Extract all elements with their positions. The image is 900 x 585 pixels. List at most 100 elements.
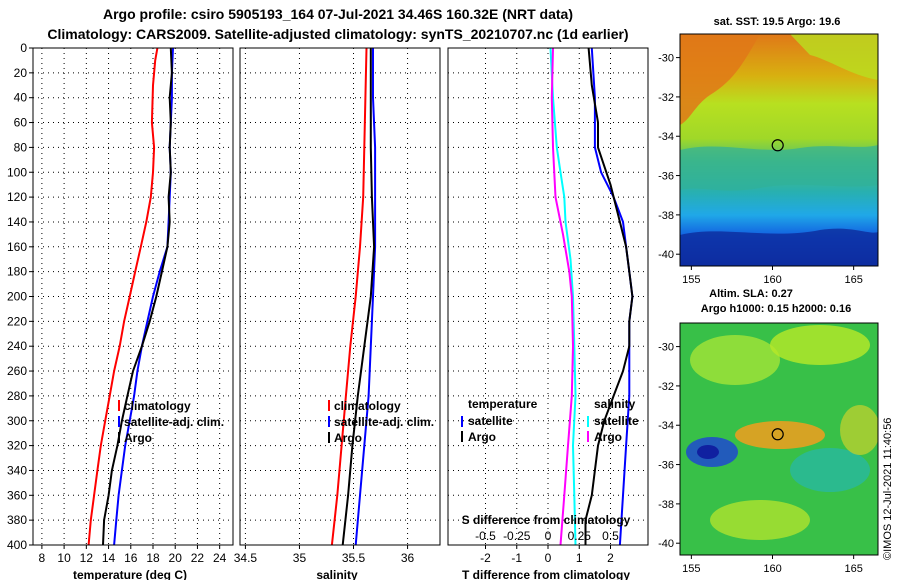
s-diff-tick-label: 0 bbox=[545, 529, 552, 543]
legend-satellite-label: satellite-adj. clim. bbox=[124, 415, 224, 429]
salinity-grid bbox=[240, 48, 440, 545]
salinity-x-label: salinity bbox=[316, 568, 358, 580]
sst-map-title: sat. SST: 19.5 Argo: 19.6 bbox=[714, 16, 841, 28]
x-tick-label: 12 bbox=[80, 551, 94, 565]
sst-lat-ticks: -30 -32 -34 -36 -38 -40 bbox=[658, 53, 680, 261]
y-tick-label: 280 bbox=[7, 389, 27, 403]
difference-lines bbox=[549, 47, 634, 546]
y-tick-label: 140 bbox=[7, 215, 27, 229]
y-tick-label: 80 bbox=[14, 140, 28, 154]
lat-tick-label: -36 bbox=[658, 460, 674, 472]
difference-temperature-legend: temperature satellite Argo bbox=[461, 397, 538, 444]
x-tick-label: 22 bbox=[191, 551, 205, 565]
x-tick-label: 35 bbox=[293, 551, 307, 565]
legend-climatology-label: climatology bbox=[334, 399, 401, 413]
difference-salinity-legend: salinity satellite Argo bbox=[587, 397, 639, 444]
sla-high-patch bbox=[770, 325, 870, 365]
t-difference-x-ticks: -2 -1 0 1 2 bbox=[480, 545, 614, 565]
s-diff-tick-label: -0.25 bbox=[503, 529, 531, 543]
lat-tick-label: -38 bbox=[658, 210, 674, 222]
sla-teal-patch bbox=[790, 448, 870, 492]
sst-argo-location-marker bbox=[771, 139, 784, 152]
salinity-lines bbox=[330, 47, 377, 546]
s-diff-tick-label: -0.5 bbox=[475, 529, 496, 543]
sla-orange-patch bbox=[735, 421, 825, 449]
series-line-salinity-satellite bbox=[549, 47, 577, 546]
y-tick-label: 100 bbox=[7, 165, 27, 179]
s-diff-tick-label: 0.5 bbox=[602, 529, 619, 543]
sst-lon-ticks: 155 160 165 bbox=[682, 266, 863, 286]
legend-s-argo-label: Argo bbox=[594, 430, 622, 444]
lon-tick-label: 165 bbox=[844, 274, 862, 286]
t-difference-x-label: T difference from climatology bbox=[462, 568, 630, 580]
lat-tick-label: -34 bbox=[658, 420, 674, 432]
lon-tick-label: 155 bbox=[682, 274, 700, 286]
sst-yellow-patch bbox=[790, 34, 878, 80]
x-tick-label: 34.5 bbox=[234, 551, 258, 565]
legend-climatology-label: climatology bbox=[124, 399, 191, 413]
legend-t-argo-label: Argo bbox=[468, 430, 496, 444]
title-line-2: Climatology: CARS2009. Satellite-adjuste… bbox=[47, 26, 628, 42]
y-tick-label: 180 bbox=[7, 265, 27, 279]
lat-tick-label: -30 bbox=[658, 53, 674, 65]
legend-salinity-title: salinity bbox=[594, 397, 636, 411]
sst-field bbox=[680, 34, 878, 266]
salinity-frame bbox=[239, 47, 441, 546]
salinity-legend: climatology satellite-adj. clim. Argo bbox=[328, 399, 434, 445]
x-tick-label: 18 bbox=[146, 551, 160, 565]
y-tick-label: 200 bbox=[7, 290, 27, 304]
y-tick-label: 120 bbox=[7, 190, 27, 204]
s-diff-tick-label: 0.25 bbox=[568, 529, 592, 543]
x-tick-label: 0 bbox=[545, 551, 552, 565]
lat-tick-label: -32 bbox=[658, 381, 674, 393]
x-tick-label: 16 bbox=[124, 551, 138, 565]
x-tick-label: 36 bbox=[401, 551, 415, 565]
sla-map-title: Altim. SLA: 0.27 bbox=[709, 288, 793, 300]
y-tick-label: 0 bbox=[20, 41, 27, 55]
temperature-x-ticks: 8 10 12 14 16 18 20 22 24 bbox=[39, 545, 227, 565]
s-difference-x-label: S difference from climatology bbox=[462, 513, 631, 527]
series-line-climatology bbox=[330, 47, 368, 546]
lat-tick-label: -40 bbox=[658, 538, 674, 550]
sst-teal-band bbox=[680, 145, 878, 191]
difference-grid bbox=[448, 48, 648, 545]
lon-tick-label: 155 bbox=[682, 563, 700, 575]
series-line-satellite-adj-clim- bbox=[354, 48, 377, 546]
sla-argo-location-marker bbox=[771, 428, 784, 441]
lat-tick-label: -34 bbox=[658, 131, 674, 143]
lat-tick-label: -36 bbox=[658, 171, 674, 183]
x-tick-label: -1 bbox=[511, 551, 522, 565]
series-line-salinity-argo bbox=[550, 47, 575, 546]
title-line-1: Argo profile: csiro 5905193_164 07-Jul-2… bbox=[103, 6, 573, 22]
sst-warm-patch bbox=[680, 34, 760, 125]
y-tick-label: 360 bbox=[7, 488, 27, 502]
legend-argo-label: Argo bbox=[334, 431, 362, 445]
y-tick-label: 260 bbox=[7, 364, 27, 378]
series-line-temperature-argo bbox=[584, 47, 634, 545]
s-difference-x-ticks: -0.5 -0.25 0 0.25 0.5 bbox=[475, 529, 619, 543]
depth-y-ticks: 0 20 40 60 80 100 120 140 160 180 200 220 240 260 280 3… bbox=[7, 41, 33, 552]
y-tick-label: 220 bbox=[7, 314, 27, 328]
temperature-panel: 8 10 12 14 16 18 20 22 24 0 20 40 60 80 100 120 140 160 1… bbox=[7, 41, 234, 582]
sla-map-subtitle: Argo h1000: 0.15 h2000: 0.16 bbox=[701, 303, 851, 315]
sla-high-patch bbox=[690, 335, 780, 385]
temperature-grid bbox=[33, 48, 233, 545]
sst-cold-band bbox=[680, 228, 878, 266]
sla-map-panel: Altim. SLA: 0.27 Argo h1000: 0.15 h2000:… bbox=[658, 288, 879, 575]
x-tick-label: 35.5 bbox=[342, 551, 366, 565]
x-tick-label: 2 bbox=[607, 551, 614, 565]
temperature-x-label: temperature (deg C) bbox=[73, 568, 187, 580]
lat-tick-label: -30 bbox=[658, 342, 674, 354]
x-tick-label: 24 bbox=[213, 551, 227, 565]
lat-tick-label: -40 bbox=[658, 249, 674, 261]
legend-s-satellite-label: satellite bbox=[594, 414, 639, 428]
y-tick-label: 20 bbox=[14, 66, 28, 80]
y-tick-label: 340 bbox=[7, 463, 27, 477]
x-tick-label: 1 bbox=[576, 551, 583, 565]
legend-argo-label: Argo bbox=[124, 431, 152, 445]
sla-low-eddy-core bbox=[697, 445, 719, 459]
sla-lon-ticks: 155 160 165 bbox=[682, 555, 863, 575]
lon-tick-label: 160 bbox=[763, 274, 781, 286]
